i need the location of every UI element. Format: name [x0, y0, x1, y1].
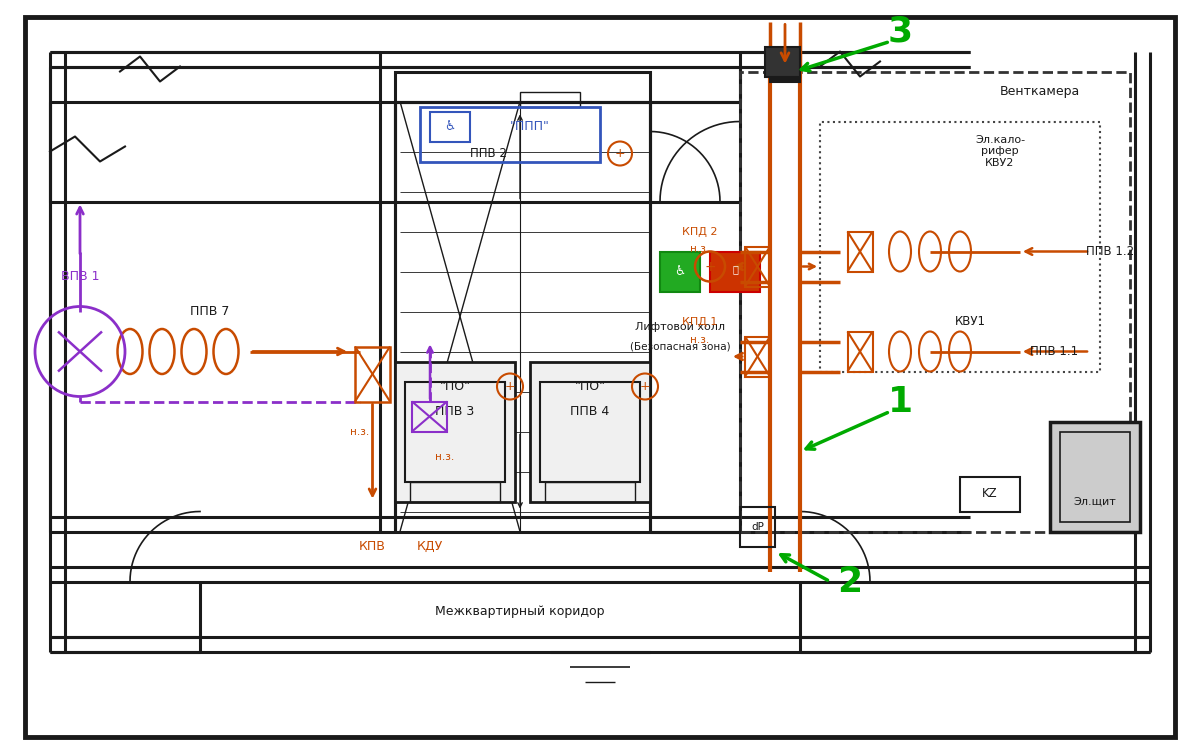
Text: "ППП": "ППП": [510, 120, 550, 133]
Text: н.з.: н.з.: [690, 334, 709, 345]
Text: ППВ 2: ППВ 2: [470, 147, 506, 160]
Text: ВПВ 1: ВПВ 1: [61, 270, 100, 283]
Bar: [540, 382, 640, 481]
Bar: [412, 401, 446, 431]
Text: dP: dP: [751, 522, 764, 532]
Text: Эл.кало-
рифер
КВУ2: Эл.кало- рифер КВУ2: [974, 135, 1025, 168]
Text: ППВ 7: ППВ 7: [191, 305, 229, 318]
Bar: [770, 56, 800, 81]
Text: +: +: [704, 260, 716, 273]
Text: ♿: ♿: [444, 120, 456, 133]
Bar: [395, 361, 515, 501]
Bar: [395, 72, 650, 102]
Text: 3: 3: [888, 14, 912, 48]
Bar: [1060, 431, 1130, 522]
Bar: [1050, 422, 1140, 532]
Text: +: +: [614, 147, 625, 160]
Text: ППВ 1.1: ППВ 1.1: [1030, 345, 1078, 358]
Bar: [530, 361, 650, 501]
Text: ППВ 3: ППВ 3: [436, 405, 475, 418]
Text: "ПО": "ПО": [439, 380, 470, 393]
Bar: [745, 337, 770, 376]
Bar: [960, 477, 1020, 511]
Text: ППВ 4: ППВ 4: [570, 405, 610, 418]
Text: Лифтовой холл: Лифтовой холл: [635, 322, 725, 331]
Bar: [410, 481, 500, 501]
Bar: [847, 331, 872, 371]
Bar: [660, 252, 700, 291]
Bar: [847, 231, 872, 272]
Text: 1: 1: [888, 385, 912, 419]
Text: Эл.щит: Эл.щит: [1074, 496, 1116, 507]
Text: ППВ 1.2: ППВ 1.2: [1086, 245, 1134, 258]
Text: +: +: [505, 380, 515, 393]
Bar: [740, 507, 775, 547]
Text: КПД 2: КПД 2: [683, 227, 718, 236]
Bar: [820, 121, 1100, 371]
Text: 2: 2: [838, 565, 863, 599]
Bar: [430, 111, 470, 142]
Text: КВУ1: КВУ1: [954, 315, 985, 328]
Bar: [395, 102, 650, 202]
Text: ♿: ♿: [674, 265, 685, 278]
Bar: [740, 72, 1130, 532]
Text: КПВ: КПВ: [359, 540, 386, 553]
Text: (Безопасная зона): (Безопасная зона): [630, 342, 731, 352]
Text: н.з.: н.з.: [350, 426, 370, 437]
Text: н.з.: н.з.: [436, 452, 455, 462]
Bar: [710, 252, 760, 291]
Bar: [745, 246, 770, 286]
Bar: [520, 92, 580, 106]
Bar: [766, 47, 800, 77]
Text: н.з.: н.з.: [690, 243, 709, 254]
Bar: [545, 481, 635, 501]
Bar: [406, 382, 505, 481]
Bar: [420, 106, 600, 161]
Text: "ПО": "ПО": [575, 380, 606, 393]
Text: Межквартирный коридор: Межквартирный коридор: [436, 605, 605, 618]
Text: 🚨: 🚨: [732, 264, 738, 275]
Text: Венткамера: Венткамера: [1000, 85, 1080, 98]
Bar: [355, 346, 390, 401]
Text: +: +: [640, 380, 650, 393]
Text: KZ: KZ: [982, 487, 998, 500]
Text: КПД 1: КПД 1: [683, 316, 718, 327]
Text: КДУ: КДУ: [416, 540, 443, 553]
